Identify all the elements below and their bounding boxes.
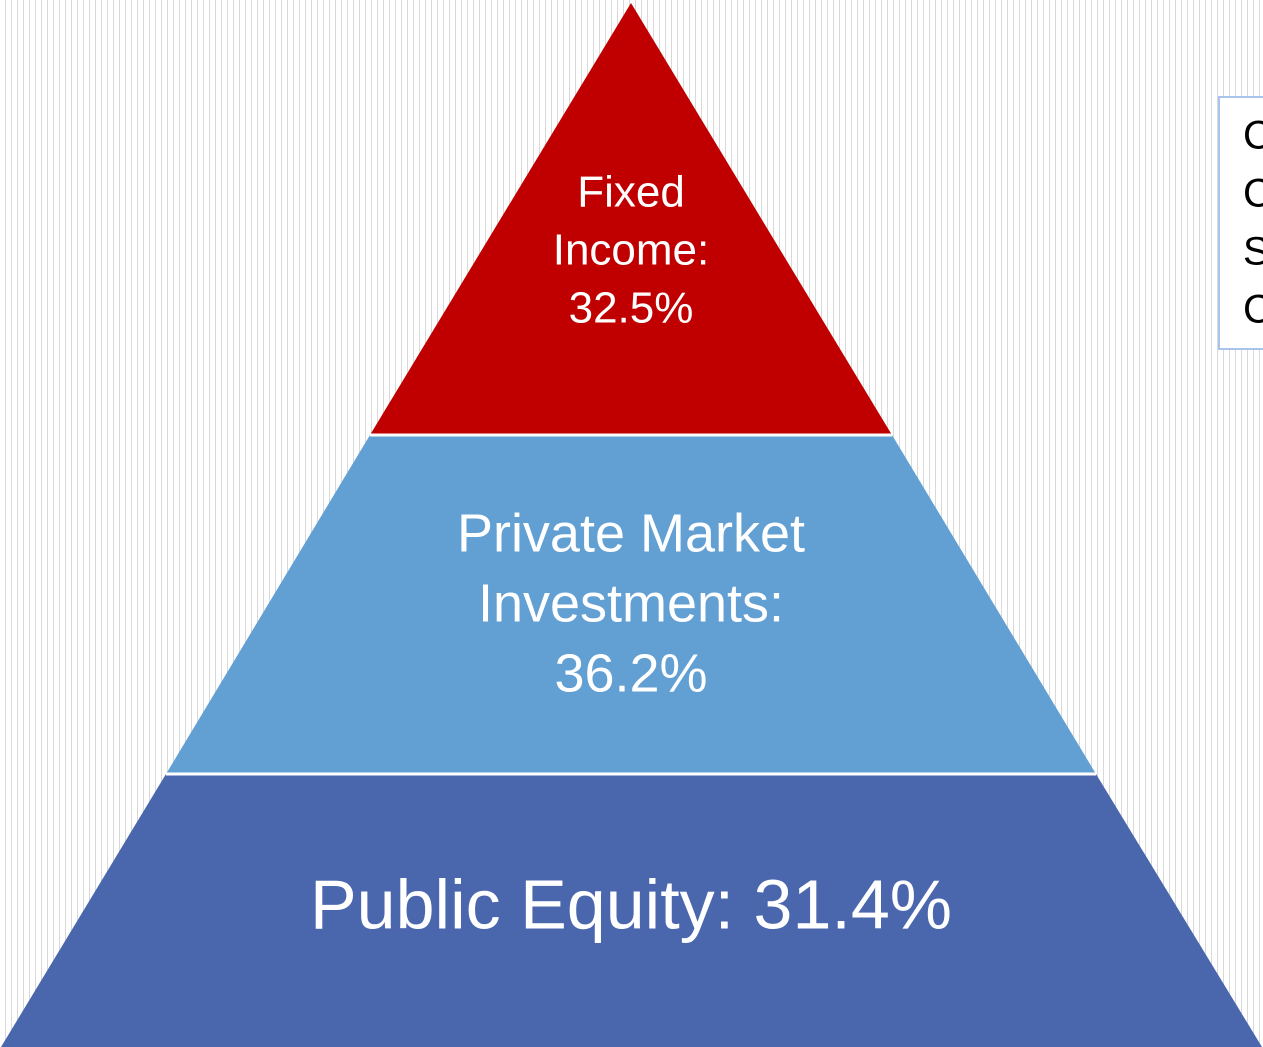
- tier-label: Public Equity: 31.4%: [310, 865, 952, 943]
- tier-middle: [166, 435, 1096, 774]
- tier-label: Fixed: [577, 168, 685, 217]
- tier-label: 36.2%: [554, 643, 707, 703]
- side-note-box: [1218, 96, 1263, 350]
- tier-label: Private Market: [457, 503, 805, 563]
- tier-label: Income:: [553, 226, 710, 275]
- side-note-text: C: [1243, 114, 1263, 158]
- tier-top: [370, 3, 892, 435]
- side-note-text: C: [1243, 172, 1263, 216]
- side-note-text: S: [1243, 230, 1263, 274]
- side-note-text: C: [1243, 288, 1263, 332]
- tier-label: Investments:: [478, 573, 784, 633]
- tier-label: 32.5%: [569, 284, 694, 333]
- tier-bottom: [1, 774, 1262, 1047]
